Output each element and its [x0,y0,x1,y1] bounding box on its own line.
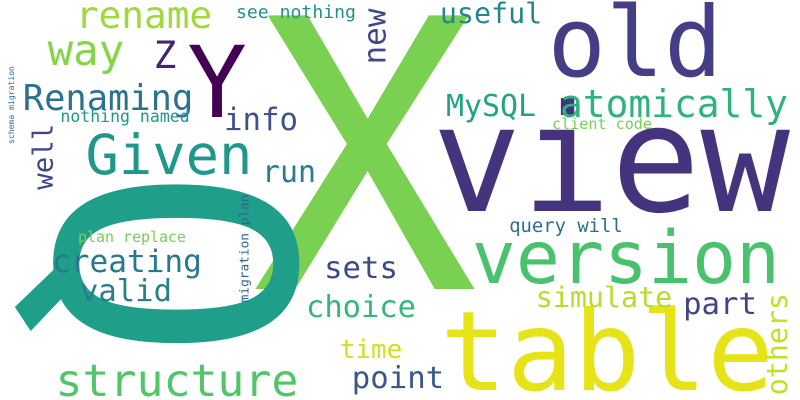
word-nothing-named: nothing named [60,106,190,126]
word-view: view [432,73,790,247]
word-plan-replace: plan replace [78,227,186,246]
word-structure: structure [55,353,299,400]
word-info: info [224,101,298,138]
word-old: old [547,0,723,99]
word-z: Z [153,33,177,78]
word-well: well [28,124,60,190]
word-useful: useful [439,0,543,30]
word-part: part [683,286,757,322]
word-renaming: Renaming [22,78,194,120]
word-migration-plan: migration plan [237,194,253,302]
word-sets: sets [324,250,398,286]
word-run: run [262,155,316,190]
word-point: point [351,360,445,396]
word-new: new [357,8,394,64]
word-creating: creating [52,244,202,281]
word-schema-migration: schema migration [5,66,16,145]
word-version: version [471,216,781,302]
word-query-will: query will [509,214,623,237]
word-x: X [252,0,478,379]
word-simulate: simulate [535,280,673,314]
word-way: way [47,26,125,76]
word-see-nothing: see nothing [236,1,356,23]
word-client-code: client code [552,114,652,133]
word-mysql: MySQL [446,89,536,124]
word-y: Y [187,26,247,142]
word-table: table [440,287,774,400]
word-atomically: atomically [560,82,788,127]
word-time: time [339,335,403,365]
word-rename: rename [75,0,213,38]
word-valid: valid [80,273,172,309]
word-choice: choice [306,289,416,325]
word-others: others [760,292,794,396]
word-given: Given [85,123,253,188]
